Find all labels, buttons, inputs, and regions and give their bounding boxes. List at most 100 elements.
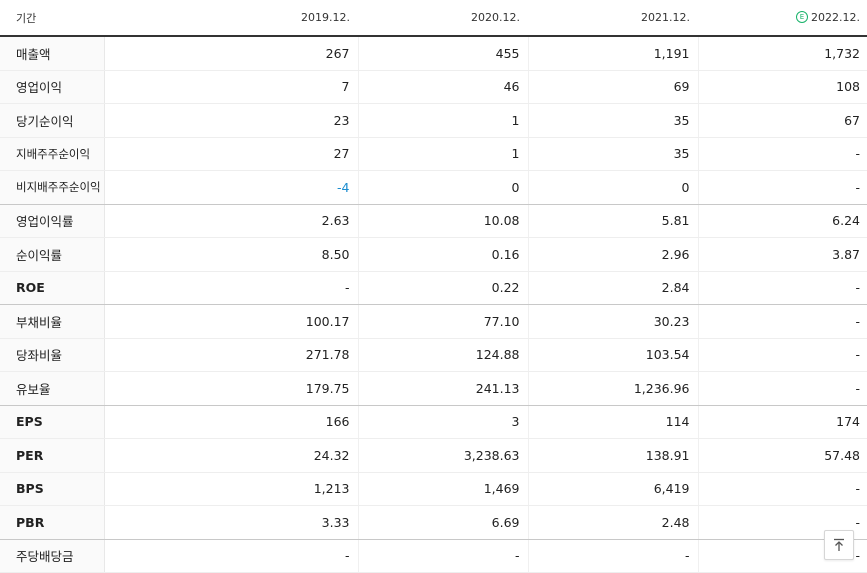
cell-value: - (103, 539, 358, 573)
row-label: 당좌비율 (0, 338, 105, 372)
table-row: 영업이익 7 46 69 108 (0, 70, 867, 104)
cell-value: 267 (103, 36, 358, 71)
cell-value: - (697, 472, 867, 506)
cell-value: 271.78 (103, 338, 358, 372)
row-label: BPS (0, 472, 105, 506)
cell-value: 6,419 (527, 472, 698, 506)
cell-value: 6.24 (697, 204, 867, 238)
cell-value: 27 (103, 137, 358, 171)
cell-value: 108 (697, 70, 867, 104)
cell-value: -4 (103, 170, 358, 205)
cell-value: 57.48 (697, 438, 867, 473)
row-label: PER (0, 438, 105, 473)
cell-value: - (103, 271, 358, 305)
cell-value: 46 (357, 70, 528, 104)
row-label: ROE (0, 271, 105, 305)
cell-value: 1 (357, 103, 528, 138)
table-row: 순이익률 8.50 0.16 2.96 3.87 (0, 237, 867, 272)
row-label: 부채비율 (0, 304, 105, 339)
cell-value: 166 (103, 405, 358, 439)
table-row: 당좌비율 271.78 124.88 103.54- (0, 338, 867, 372)
cell-value: 3.33 (103, 505, 358, 540)
cell-value: - (697, 371, 867, 406)
cell-value: - (527, 539, 698, 573)
cell-value: 2.84 (527, 271, 698, 305)
estimate-badge-icon: E (796, 11, 809, 23)
cell-value: - (697, 338, 867, 372)
cell-value: 114 (527, 405, 698, 439)
row-label: 매출액 (0, 36, 105, 71)
cell-value: 3 (357, 405, 528, 439)
table-row: 부채비율 100.17 77.10 30.23- (0, 304, 867, 339)
cell-value: 0.16 (357, 237, 528, 272)
row-label: 비지배주주순이익 (0, 170, 105, 205)
scroll-to-top-button[interactable] (824, 530, 854, 560)
period-header-2022: E 2022.12. (698, 0, 867, 37)
cell-value: - (697, 137, 867, 171)
cell-value: 0 (527, 170, 698, 205)
cell-value: 2.48 (527, 505, 698, 540)
table-row: ROE -0.22 2.84- (0, 271, 867, 305)
cell-value: 77.10 (357, 304, 528, 339)
cell-value: 241.13 (357, 371, 528, 406)
table-row: 주당배당금 - - - - (0, 539, 867, 573)
period-header-2019: 2019.12. (104, 0, 358, 37)
cell-value: 5.81 (527, 204, 698, 238)
arrow-up-to-top-icon (834, 538, 844, 551)
cell-value: 174 (697, 405, 867, 439)
row-label: EPS (0, 405, 105, 439)
header-row: 기간 2019.12. 2020.12. 2021.12. E 2022.12. (0, 0, 867, 37)
table-row: 매출액 267 455 1,191 1,732 (0, 36, 867, 71)
cell-value: 179.75 (103, 371, 358, 406)
cell-value: 1,191 (527, 36, 698, 71)
row-label: 주당배당금 (0, 539, 105, 573)
row-label: PBR (0, 505, 105, 540)
table-row: PER 24.32 3,238.63 138.91 57.48 (0, 438, 867, 473)
cell-value: 1,469 (357, 472, 528, 506)
cell-value: 2.63 (103, 204, 358, 238)
cell-value: 1,213 (103, 472, 358, 506)
cell-value: 67 (697, 103, 867, 138)
cell-value: - (697, 170, 867, 205)
table-row: 지배주주순이익 27 1 35- (0, 137, 867, 171)
cell-value: - (357, 539, 528, 573)
cell-value: 100.17 (103, 304, 358, 339)
row-label: 영업이익 (0, 70, 105, 104)
cell-value: 2.96 (527, 237, 698, 272)
row-label: 순이익률 (0, 237, 105, 272)
table-row: 당기순이익 23 1 35 67 (0, 103, 867, 138)
cell-value: 1,732 (697, 36, 867, 71)
table-row: PBR 3.33 6.69 2.48- (0, 505, 867, 540)
row-label: 유보율 (0, 371, 105, 406)
row-label: 지배주주순이익 (0, 137, 105, 171)
cell-value: 35 (527, 103, 698, 138)
row-label: 영업이익률 (0, 204, 105, 238)
period-header-2022-label: 2022.12. (811, 11, 860, 24)
cell-value: 8.50 (103, 237, 358, 272)
cell-value: 103.54 (527, 338, 698, 372)
cell-value: 3,238.63 (357, 438, 528, 473)
cell-value: 0.22 (357, 271, 528, 305)
cell-value: 69 (527, 70, 698, 104)
cell-value: 1,236.96 (527, 371, 698, 406)
cell-value: 35 (527, 137, 698, 171)
cell-value: - (697, 304, 867, 339)
period-header-2020: 2020.12. (358, 0, 528, 37)
cell-value: 23 (103, 103, 358, 138)
cell-value: 0 (357, 170, 528, 205)
cell-value: 138.91 (527, 438, 698, 473)
cell-value: 30.23 (527, 304, 698, 339)
cell-value: 7 (103, 70, 358, 104)
table-row: BPS 1,213 1,469 6,419- (0, 472, 867, 506)
cell-value: 455 (357, 36, 528, 71)
cell-value: - (697, 271, 867, 305)
cell-value: 3.87 (697, 237, 867, 272)
period-header-2021: 2021.12. (528, 0, 698, 37)
table-row: 영업이익률 2.63 10.08 5.81 6.24 (0, 204, 867, 238)
cell-value: 124.88 (357, 338, 528, 372)
table-row: EPS 166 3 114 174 (0, 405, 867, 439)
period-header-label: 기간 (0, 0, 104, 37)
cell-value: 10.08 (357, 204, 528, 238)
table-row: 유보율 179.75 241.13 1,236.96- (0, 371, 867, 406)
